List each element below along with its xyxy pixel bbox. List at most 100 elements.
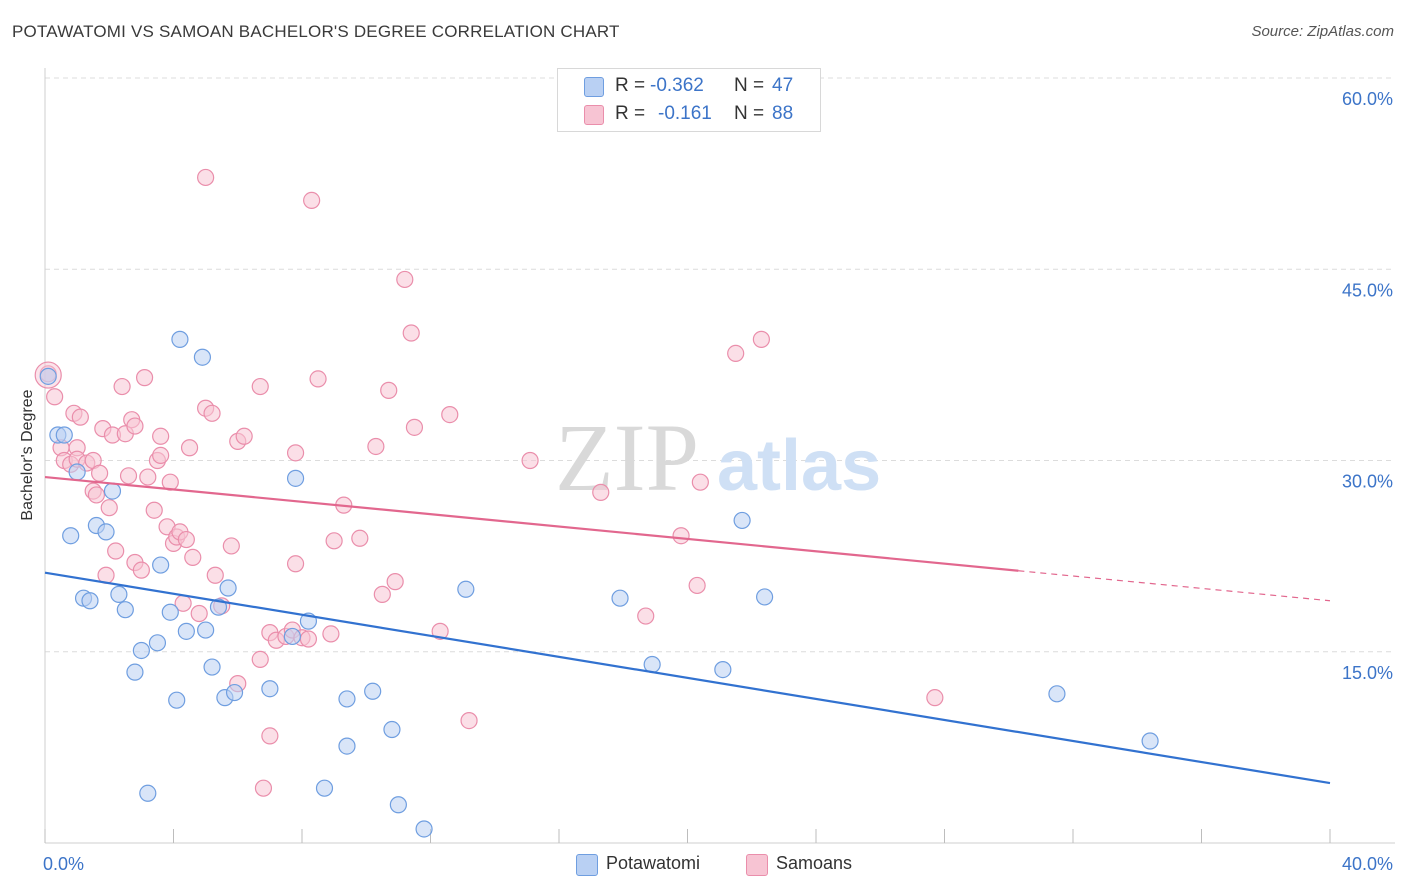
y-tick-label: 15.0% bbox=[1342, 663, 1393, 683]
potawatomi-point bbox=[81, 592, 99, 610]
samoans-point bbox=[46, 388, 64, 406]
potawatomi-point bbox=[177, 622, 195, 640]
potawatomi-point bbox=[103, 482, 122, 500]
samoans-point bbox=[441, 406, 459, 424]
legend-swatch-pink bbox=[584, 105, 604, 125]
bottom-legend-swatch-blue bbox=[576, 854, 598, 876]
correlation-legend: R = -0.362 N = 47 R = -0.161 N = 88 bbox=[557, 68, 821, 132]
y-tick-label: 45.0% bbox=[1342, 280, 1393, 300]
samoans-point bbox=[286, 444, 305, 462]
samoans-point bbox=[303, 191, 321, 209]
bottom-legend-swatch-pink bbox=[746, 854, 768, 876]
samoans-point bbox=[184, 548, 202, 567]
legend-row-potawatomi: R = -0.362 N = 47 bbox=[558, 71, 820, 101]
samoans-point bbox=[235, 427, 253, 445]
potawatomi-point bbox=[203, 658, 221, 676]
legend-row-samoans: R = -0.161 N = 88 bbox=[558, 99, 820, 129]
watermark-atlas: atlas bbox=[717, 426, 881, 506]
samoans-point bbox=[177, 530, 195, 549]
samoans-point bbox=[222, 537, 240, 555]
samoans-point bbox=[402, 324, 420, 342]
potawatomi-point bbox=[55, 426, 73, 444]
potawatomi-point bbox=[171, 330, 189, 348]
samoans-point bbox=[119, 467, 138, 485]
samoans-point bbox=[460, 711, 478, 730]
potawatomi-point bbox=[62, 527, 80, 545]
samoans-trendline bbox=[44, 475, 1019, 572]
samoans-point bbox=[367, 437, 385, 456]
potawatomi-point bbox=[338, 690, 356, 708]
legend-r-label: R = bbox=[615, 75, 646, 96]
samoans-point bbox=[386, 573, 404, 591]
potawatomi-point bbox=[225, 683, 244, 702]
legend-n-label: N = bbox=[734, 103, 765, 124]
samoans-point bbox=[190, 604, 208, 623]
samoans-point bbox=[688, 576, 706, 595]
y-tick-label: 60.0% bbox=[1342, 89, 1393, 109]
potawatomi-point bbox=[1141, 732, 1159, 750]
legend-r-label: R = bbox=[615, 103, 646, 124]
potawatomi-point bbox=[152, 556, 170, 574]
legend-r-value: -0.362 bbox=[650, 75, 704, 96]
watermark-zip: ZIP bbox=[555, 404, 699, 511]
samoans-point bbox=[727, 344, 745, 362]
potawatomi-point bbox=[39, 367, 57, 385]
trendlines bbox=[44, 475, 1331, 785]
samoans-point bbox=[286, 555, 305, 573]
legend-r-value: -0.161 bbox=[658, 103, 712, 124]
samoans-trendline-extension bbox=[1018, 570, 1331, 602]
samoans-point bbox=[592, 483, 610, 501]
samoans-point bbox=[373, 585, 391, 603]
samoans-point bbox=[691, 473, 709, 491]
chart-title: POTAWATOMI VS SAMOAN BACHELOR'S DEGREE C… bbox=[12, 22, 620, 41]
samoans-point bbox=[521, 451, 539, 470]
samoans-point bbox=[254, 779, 273, 797]
potawatomi-point bbox=[209, 598, 228, 616]
potawatomi-point bbox=[97, 523, 115, 541]
samoans-point bbox=[322, 625, 340, 643]
potawatomi-point bbox=[132, 641, 150, 660]
potawatomi-point bbox=[261, 680, 279, 698]
legend-swatch-blue bbox=[584, 77, 604, 97]
samoans-point bbox=[152, 427, 170, 445]
potawatomi-point bbox=[611, 589, 629, 607]
samoans-point bbox=[926, 689, 944, 707]
samoans-point bbox=[145, 501, 163, 519]
samoans-point bbox=[251, 377, 269, 396]
samoans-point bbox=[261, 727, 279, 745]
potawatomi-point bbox=[126, 663, 144, 681]
potawatomi-point bbox=[68, 463, 86, 481]
samoans-point bbox=[139, 468, 157, 486]
samoans-point bbox=[107, 542, 125, 560]
potawatomi-point bbox=[714, 660, 732, 679]
potawatomi-trendline bbox=[44, 571, 1331, 785]
tick-labels: 15.0% 30.0% 45.0% 60.0% 0.0% 40.0% bbox=[43, 89, 1393, 874]
samoans-point bbox=[637, 607, 655, 625]
gridlines bbox=[45, 77, 1395, 653]
potawatomi-point bbox=[193, 348, 212, 366]
potawatomi-point bbox=[389, 796, 407, 814]
samoans-point bbox=[405, 418, 424, 436]
samoans-point bbox=[752, 330, 770, 348]
samoans-point bbox=[180, 439, 199, 457]
potawatomi-point bbox=[315, 779, 334, 797]
samoans-point bbox=[431, 622, 449, 640]
samoans-point bbox=[152, 446, 170, 464]
samoans-point bbox=[380, 381, 398, 399]
samoans-point bbox=[91, 464, 109, 482]
samoans-point bbox=[672, 527, 690, 545]
potawatomi-points bbox=[39, 330, 1159, 838]
samoans-point bbox=[71, 408, 89, 426]
samoans-point bbox=[309, 370, 327, 388]
samoans-point bbox=[206, 566, 224, 584]
samoans-point bbox=[325, 532, 343, 550]
potawatomi-point bbox=[148, 634, 167, 652]
potawatomi-point bbox=[415, 820, 433, 838]
samoans-point bbox=[197, 168, 215, 187]
y-tick-label: 30.0% bbox=[1342, 472, 1393, 492]
potawatomi-point bbox=[161, 603, 179, 621]
potawatomi-point bbox=[139, 784, 157, 802]
potawatomi-point bbox=[1048, 685, 1066, 703]
samoans-point bbox=[113, 377, 131, 396]
